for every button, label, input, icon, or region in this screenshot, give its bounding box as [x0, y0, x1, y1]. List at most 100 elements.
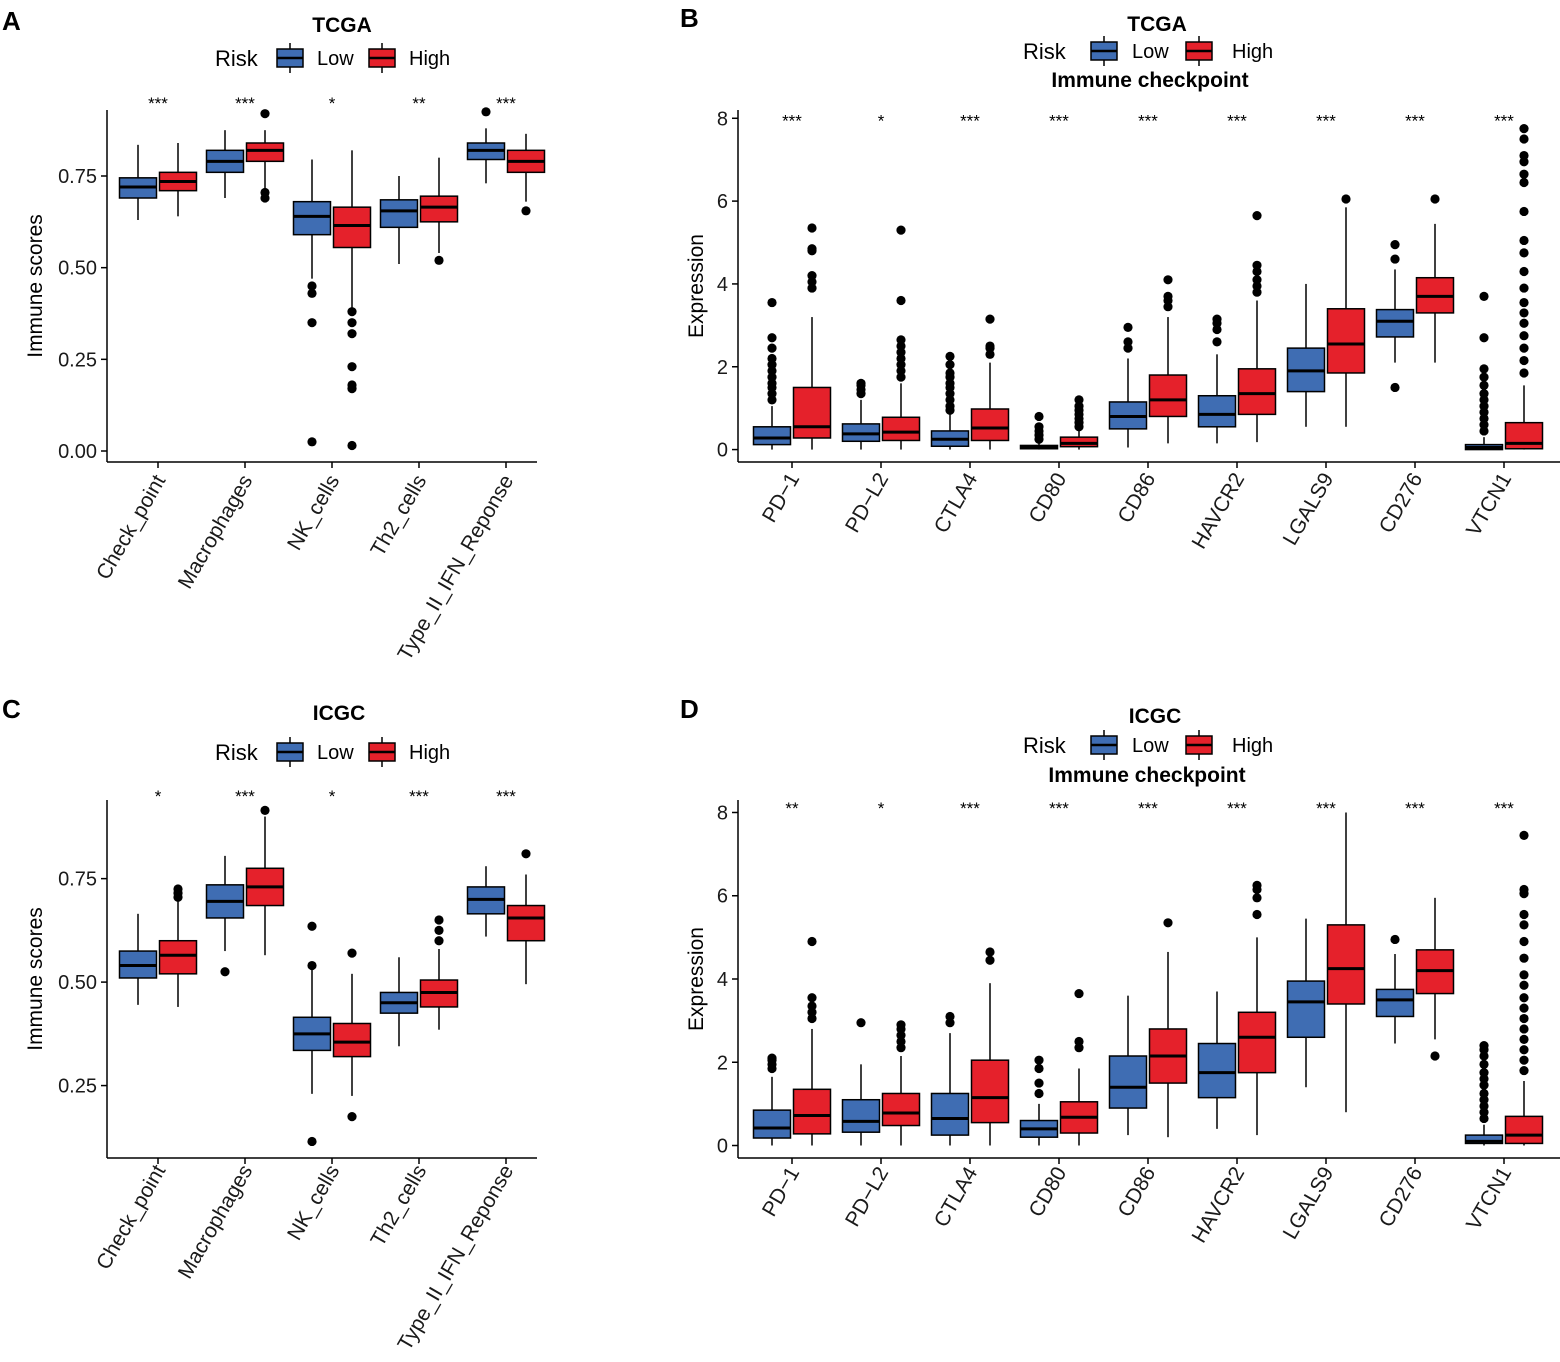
box-low: [205, 855, 245, 977]
outlier-point: [807, 271, 817, 281]
box-body: [332, 206, 372, 249]
y-tick-label: 0.75: [58, 869, 97, 891]
outlier-point: [1519, 283, 1529, 293]
outlier-point: [1519, 150, 1529, 161]
box-body: [419, 195, 459, 223]
box-low: [1197, 314, 1237, 444]
x-tick-label: Macrophages: [174, 471, 258, 593]
outlier-point: [1123, 322, 1133, 333]
significance-label: *: [329, 787, 336, 806]
category-group: CTLA4 ***: [930, 111, 1010, 537]
outlier-point: [1519, 980, 1529, 990]
x-tick-label: PD−L2: [841, 1163, 893, 1231]
outlier-point: [1519, 1065, 1529, 1076]
outlier-point: [1390, 934, 1400, 945]
outlier-point: [1519, 318, 1529, 328]
outlier-point: [260, 193, 270, 203]
x-tick-label: NK_cells: [283, 1161, 344, 1244]
category-group: CD276 ***: [1375, 799, 1455, 1231]
outlier-point: [1163, 275, 1173, 285]
box-high: [1059, 395, 1099, 450]
box-body: [332, 1022, 372, 1058]
x-tick-label: CTLA4: [930, 469, 983, 537]
category-group: NK_cells *: [283, 787, 372, 1244]
box-body: [970, 1059, 1010, 1124]
outlier-point: [260, 805, 270, 815]
box-high: [419, 915, 459, 1030]
legend-entry-high: High: [1185, 730, 1273, 760]
outlier-point: [1519, 970, 1529, 980]
x-tick-label: Check_point: [92, 471, 170, 584]
legend-entry-low: Low: [276, 43, 354, 73]
box-body: [752, 426, 792, 446]
legend-title: Risk: [1023, 39, 1067, 64]
outlier-point: [1519, 355, 1529, 366]
outlier-point: [856, 378, 866, 388]
legend-entry-low: Low: [1090, 36, 1169, 66]
significance-label: ***: [1138, 799, 1158, 818]
significance-label: ***: [960, 111, 980, 130]
outlier-point: [1479, 333, 1489, 343]
outlier-point: [767, 1053, 777, 1063]
outlier-point: [481, 107, 491, 117]
box-high: [970, 314, 1010, 450]
legend-entry-low: Low: [1090, 730, 1169, 760]
y-axis-label: Expression: [685, 234, 708, 338]
outlier-point: [347, 440, 357, 451]
outlier-point: [1123, 337, 1133, 347]
category-group: Macrophages ***: [174, 94, 285, 593]
outlier-point: [1519, 920, 1529, 930]
category-group: Th2_cells **: [366, 94, 459, 560]
outlier-point: [1479, 364, 1489, 374]
category-group: Type_II_IFN_Reponse***: [393, 94, 546, 664]
outlier-point: [347, 318, 357, 328]
x-tick-label: LGALS9: [1279, 469, 1339, 549]
box-low: [466, 866, 506, 937]
box-body: [881, 416, 921, 442]
outlier-point: [945, 360, 955, 370]
box-body: [930, 1092, 970, 1136]
outlier-point: [1479, 1088, 1489, 1099]
box-body: [792, 386, 832, 439]
outlier-point: [1519, 1003, 1529, 1013]
box-high: [1504, 830, 1544, 1146]
legend-label: Low: [317, 742, 354, 764]
legend: Risk Low High: [1023, 730, 1273, 760]
legend-label: High: [409, 742, 450, 764]
box-low: [1197, 991, 1237, 1129]
box-low: [1108, 995, 1148, 1136]
box-high: [792, 223, 832, 450]
outlier-point: [1034, 1063, 1044, 1074]
box-low: [930, 1011, 970, 1146]
box-high: [970, 947, 1010, 1146]
box-low: [1019, 1055, 1059, 1146]
significance-label: ***: [1494, 111, 1514, 130]
box-body: [1148, 374, 1188, 418]
outlier-point: [347, 307, 357, 317]
category-group: Macrophages ***: [174, 787, 285, 1283]
box-body: [1237, 1011, 1277, 1074]
panel-b: B TCGA Immune checkpoint Risk Low High 0 2 4 6 8 Ex…: [680, 3, 1560, 553]
outlier-point: [347, 384, 357, 394]
y-tick-label: 6: [717, 191, 728, 213]
outlier-point: [1519, 169, 1529, 179]
outlier-point: [1519, 830, 1529, 840]
outlier-point: [767, 343, 777, 353]
outlier-point: [1430, 194, 1440, 204]
outlier-point: [1163, 918, 1173, 928]
box-body: [158, 939, 198, 975]
outlier-point: [807, 223, 817, 233]
box-low: [841, 378, 881, 450]
x-tick-label: Th2_cells: [366, 1161, 431, 1250]
outlier-point: [1519, 177, 1529, 188]
outlier-point: [1519, 308, 1529, 318]
box-low: [1286, 283, 1326, 427]
y-tick-label: 8: [717, 108, 728, 130]
panel-letter: C: [2, 694, 21, 724]
chart-subtitle: Immune checkpoint: [1048, 764, 1245, 787]
outlier-point: [1479, 1068, 1489, 1078]
outlier-point: [1034, 1088, 1044, 1099]
chart-title: TCGA: [1127, 13, 1187, 36]
significance-label: ***: [148, 94, 168, 113]
box-high: [1059, 988, 1099, 1146]
